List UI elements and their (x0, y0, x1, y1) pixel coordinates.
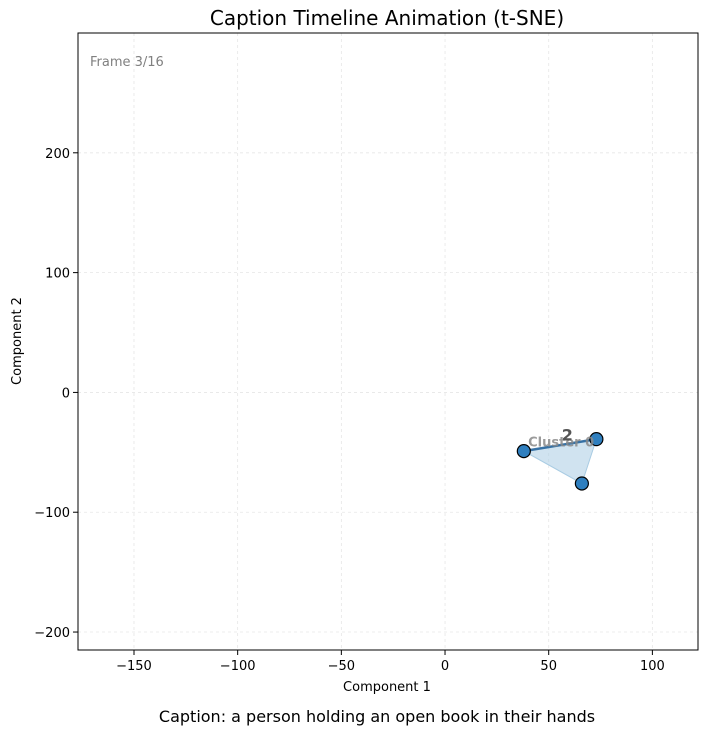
trajectory-line (523, 437, 597, 453)
x-tick-label: 0 (441, 659, 449, 674)
y-tick-label: 200 (45, 147, 70, 162)
x-tick-label: −100 (220, 659, 256, 674)
data-point (589, 432, 604, 447)
y-axis-label: Component 2 (10, 297, 25, 385)
y-tick-label: 0 (62, 386, 70, 401)
data-point (516, 444, 531, 459)
ticks: −150 −100 −50 0 50 100 −200 −100 0 100 200 (34, 147, 665, 674)
chart-title: Caption Timeline Animation (t-SNE) (210, 6, 564, 30)
x-tick-label: 100 (640, 659, 665, 674)
labels-layer: Cluster 02 (528, 425, 594, 450)
y-tick-label: −100 (34, 506, 70, 521)
x-tick-label: 50 (540, 659, 557, 674)
x-axis-label: Component 1 (343, 680, 431, 695)
y-tick-label: 100 (45, 267, 70, 282)
point-index-label: 2 (562, 425, 573, 444)
frame-label: Frame 3/16 (90, 55, 164, 70)
points-layer (516, 432, 604, 491)
plot-area (77, 32, 699, 651)
y-tick-label: −200 (34, 626, 70, 641)
x-tick-label: −150 (116, 659, 152, 674)
grid (78, 33, 698, 650)
x-tick-label: −50 (328, 659, 355, 674)
trajectory-layer (523, 437, 597, 453)
cluster-label: Cluster 0 (528, 435, 594, 450)
data-point (574, 476, 589, 491)
caption-text: Caption: a person holding an open book i… (159, 707, 595, 726)
